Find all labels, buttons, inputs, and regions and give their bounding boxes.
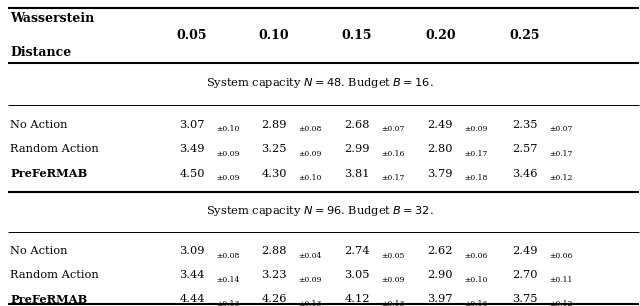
Text: ±0.11: ±0.11	[549, 276, 573, 284]
Text: 0.05: 0.05	[177, 29, 207, 42]
Text: ±0.06: ±0.06	[549, 252, 573, 260]
Text: 4.12: 4.12	[344, 294, 370, 304]
Text: 2.68: 2.68	[344, 120, 370, 129]
Text: 0.20: 0.20	[425, 29, 456, 42]
Text: ±0.07: ±0.07	[549, 125, 573, 133]
Text: ±0.09: ±0.09	[298, 150, 322, 158]
Text: ±0.08: ±0.08	[216, 252, 240, 260]
Text: 4.50: 4.50	[179, 169, 205, 178]
Text: ±0.06: ±0.06	[465, 252, 488, 260]
Text: 3.75: 3.75	[512, 294, 538, 304]
Text: ±0.08: ±0.08	[298, 125, 322, 133]
Text: ±0.09: ±0.09	[465, 125, 488, 133]
Text: ±0.09: ±0.09	[298, 276, 322, 284]
Text: 0.10: 0.10	[259, 29, 289, 42]
Text: ±0.10: ±0.10	[298, 174, 322, 182]
Text: 2.49: 2.49	[428, 120, 453, 129]
Text: PreFeRMAB: PreFeRMAB	[10, 294, 88, 305]
Text: ±0.17: ±0.17	[549, 150, 573, 158]
Text: No Action: No Action	[10, 120, 68, 129]
Text: 0.25: 0.25	[509, 29, 540, 42]
Text: 2.62: 2.62	[428, 246, 453, 256]
Text: ±0.13: ±0.13	[216, 300, 240, 306]
Text: ±0.13: ±0.13	[381, 300, 405, 306]
Text: Random Action: Random Action	[10, 271, 99, 280]
Text: System capacity $N = 48$. Budget $B = 16$.: System capacity $N = 48$. Budget $B = 16…	[206, 76, 434, 90]
Text: 4.30: 4.30	[261, 169, 287, 178]
Text: ±0.12: ±0.12	[549, 174, 573, 182]
Text: ±0.04: ±0.04	[298, 252, 322, 260]
Text: 2.99: 2.99	[344, 144, 370, 154]
Text: ±0.07: ±0.07	[381, 125, 405, 133]
Text: ±0.09: ±0.09	[216, 174, 240, 182]
Text: 4.26: 4.26	[261, 294, 287, 304]
Text: 2.74: 2.74	[344, 246, 370, 256]
Text: ±0.09: ±0.09	[381, 276, 405, 284]
Text: 3.09: 3.09	[179, 246, 205, 256]
Text: ±0.14: ±0.14	[216, 276, 240, 284]
Text: ±0.16: ±0.16	[465, 300, 488, 306]
Text: ±0.09: ±0.09	[216, 150, 240, 158]
Text: 3.44: 3.44	[179, 271, 205, 280]
Text: 3.23: 3.23	[261, 271, 287, 280]
Text: 2.57: 2.57	[512, 144, 538, 154]
Text: 3.05: 3.05	[344, 271, 370, 280]
Text: 2.88: 2.88	[261, 246, 287, 256]
Text: 3.46: 3.46	[512, 169, 538, 178]
Text: 4.44: 4.44	[179, 294, 205, 304]
Text: Wasserstein: Wasserstein	[10, 12, 95, 25]
Text: 3.49: 3.49	[179, 144, 205, 154]
Text: ±0.12: ±0.12	[549, 300, 573, 306]
Text: ±0.16: ±0.16	[381, 150, 405, 158]
Text: 2.35: 2.35	[512, 120, 538, 129]
Text: 2.89: 2.89	[261, 120, 287, 129]
Text: PreFeRMAB: PreFeRMAB	[10, 168, 88, 179]
Text: Random Action: Random Action	[10, 144, 99, 154]
Text: Distance: Distance	[10, 46, 72, 58]
Text: 2.70: 2.70	[512, 271, 538, 280]
Text: 2.90: 2.90	[428, 271, 453, 280]
Text: ±0.17: ±0.17	[465, 150, 488, 158]
Text: No Action: No Action	[10, 246, 68, 256]
Text: ±0.05: ±0.05	[381, 252, 405, 260]
Text: 3.81: 3.81	[344, 169, 370, 178]
Text: 2.80: 2.80	[428, 144, 453, 154]
Text: ±0.18: ±0.18	[465, 174, 488, 182]
Text: ±0.10: ±0.10	[216, 125, 240, 133]
Text: 2.49: 2.49	[512, 246, 538, 256]
Text: 3.79: 3.79	[428, 169, 453, 178]
Text: 3.07: 3.07	[179, 120, 205, 129]
Text: ±0.17: ±0.17	[381, 174, 405, 182]
Text: System capacity $N = 96$. Budget $B = 32$.: System capacity $N = 96$. Budget $B = 32…	[206, 204, 434, 218]
Text: ±0.10: ±0.10	[465, 276, 488, 284]
Text: 0.15: 0.15	[342, 29, 372, 42]
Text: 3.97: 3.97	[428, 294, 453, 304]
Text: ±0.13: ±0.13	[298, 300, 322, 306]
Text: 3.25: 3.25	[261, 144, 287, 154]
